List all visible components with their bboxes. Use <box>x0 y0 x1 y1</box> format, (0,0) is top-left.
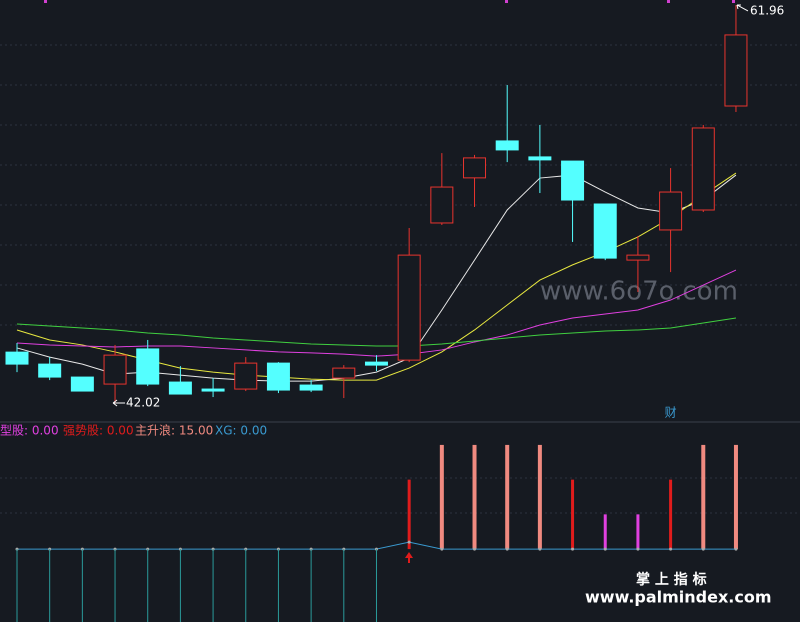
candle-body <box>430 186 454 224</box>
brand-url: www.palmindex.com <box>585 588 772 607</box>
candle-body <box>659 191 683 231</box>
indicator-stick <box>277 549 279 622</box>
candle-body <box>397 254 421 361</box>
candle-body <box>234 362 258 390</box>
indicator-stick <box>245 549 247 622</box>
indicator-stick <box>49 549 51 622</box>
indicator-bar <box>603 514 607 550</box>
watermark: www.6o7o.com <box>540 277 738 307</box>
moving-average <box>16 317 737 347</box>
indicator-bar <box>571 479 575 550</box>
indicator-stick <box>114 549 116 622</box>
indicator-stick <box>81 549 83 622</box>
indicator-bar <box>701 444 706 550</box>
indicator-dot <box>701 547 705 551</box>
candle-body <box>561 160 585 201</box>
indicator-bar <box>636 514 640 550</box>
candle-body <box>136 348 160 385</box>
candle-body <box>495 140 519 151</box>
event-label: 财 <box>665 406 677 420</box>
candle-body <box>593 203 617 259</box>
indicator-stick <box>310 549 312 622</box>
indicator-dot <box>505 547 509 551</box>
dot <box>667 0 670 3</box>
candle-body <box>266 362 290 391</box>
candle-body <box>299 384 323 391</box>
candle-body <box>201 388 225 392</box>
candle-body <box>70 376 94 392</box>
indicator-dot <box>440 547 444 551</box>
indicator-bar <box>733 444 738 550</box>
high-arrow <box>736 4 749 12</box>
low-label: 42.02 <box>126 396 160 410</box>
indicator-bar <box>439 444 444 550</box>
candle-body <box>528 156 552 161</box>
indicator-dot <box>407 540 411 544</box>
low-arrow <box>112 399 126 407</box>
indicator-stick <box>375 549 377 622</box>
indicator-dot <box>571 547 575 551</box>
legend-entry: XG: 0.00 <box>215 424 267 438</box>
legend-entry: 主升浪: 15.00 <box>135 423 213 438</box>
candle-body <box>724 34 748 107</box>
top-dots <box>44 0 735 3</box>
signal-arrow <box>405 552 413 563</box>
candle-body <box>463 157 487 179</box>
indicator-stick <box>147 549 149 622</box>
candle-body <box>332 367 356 379</box>
indicator-dot <box>538 547 542 551</box>
dot <box>505 0 508 3</box>
indicator-dot <box>603 547 607 551</box>
indicator-bar <box>537 444 542 550</box>
indicator-dot <box>669 547 673 551</box>
indicator-dot <box>734 547 738 551</box>
indicator-bar <box>669 479 673 550</box>
indicator-bar <box>472 444 477 550</box>
indicator-bar <box>407 479 411 550</box>
indicator-stick <box>16 549 18 622</box>
candle-body <box>364 361 388 366</box>
candle-body <box>626 254 650 261</box>
indicator-dot <box>473 547 477 551</box>
legend-entry: 强势股: 0.00 <box>63 424 134 438</box>
indicator-stick <box>212 549 214 622</box>
brand-title: 掌 上 指 标 <box>636 571 707 588</box>
dot <box>732 0 735 3</box>
high-label: 61.96 <box>750 3 784 17</box>
indicator-bar <box>505 444 510 550</box>
candle-body <box>38 363 62 378</box>
indicator-stick <box>343 549 345 622</box>
candle-body <box>691 127 715 211</box>
indicator-stick <box>179 549 181 622</box>
indicator-dot <box>636 547 640 551</box>
dot <box>44 0 47 3</box>
legend-entry: 型股: 0.00 <box>0 424 59 438</box>
candle-body <box>5 351 29 365</box>
candle-body <box>168 381 192 395</box>
candle-body <box>103 354 127 385</box>
